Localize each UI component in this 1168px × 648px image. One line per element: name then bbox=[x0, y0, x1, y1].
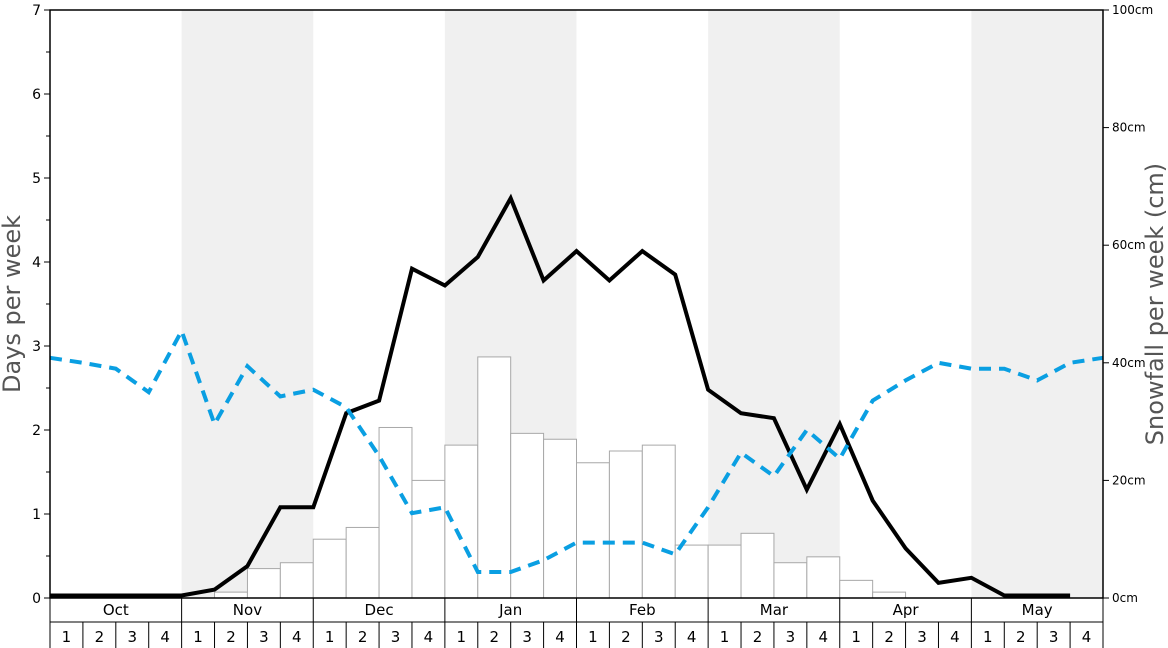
month-label: Nov bbox=[233, 601, 262, 619]
month-label: Mar bbox=[760, 601, 789, 619]
snowfall-bar bbox=[444, 444, 479, 599]
week-label: 3 bbox=[127, 628, 137, 646]
snowfall-bar bbox=[279, 562, 314, 599]
week-label: 3 bbox=[654, 628, 664, 646]
week-label: 1 bbox=[720, 628, 730, 646]
snowfall-bar bbox=[378, 426, 413, 599]
left-tick-label: 7 bbox=[32, 3, 41, 19]
week-label: 4 bbox=[950, 628, 960, 646]
week-label: 4 bbox=[160, 628, 170, 646]
month-label: Feb bbox=[629, 601, 656, 619]
month-band-nov bbox=[181, 10, 314, 598]
left-tick-label: 3 bbox=[32, 339, 41, 355]
month-label: Oct bbox=[103, 601, 129, 619]
month-label: Jan bbox=[498, 601, 522, 619]
snowfall-bar bbox=[543, 438, 577, 599]
snowfall-bar bbox=[214, 591, 248, 599]
week-label: 4 bbox=[424, 628, 434, 646]
right-tick-label: 60cm bbox=[1112, 238, 1146, 252]
right-tick-label: 20cm bbox=[1112, 473, 1146, 487]
week-label: 1 bbox=[62, 628, 72, 646]
week-label: 1 bbox=[193, 628, 203, 646]
week-label: 4 bbox=[555, 628, 565, 646]
right-tick-label: 0cm bbox=[1112, 591, 1138, 605]
month-label: Dec bbox=[365, 601, 394, 619]
left-tick-label: 4 bbox=[32, 255, 41, 271]
week-label: 1 bbox=[457, 628, 467, 646]
week-label: 2 bbox=[1016, 628, 1026, 646]
left-axis: 0 1 2 3 4 5 6 7 bbox=[32, 3, 50, 607]
right-axis-label: Snowfall per week (cm) bbox=[1141, 163, 1168, 445]
month-label: Apr bbox=[893, 601, 920, 619]
snowfall-bar bbox=[246, 568, 281, 599]
snowfall-bar bbox=[411, 479, 446, 599]
dashed-line-series bbox=[49, 325, 1104, 574]
left-tick-label: 6 bbox=[32, 87, 41, 103]
left-tick-label: 5 bbox=[32, 171, 41, 187]
snowfall-bar bbox=[641, 444, 676, 599]
snowfall-bar bbox=[608, 450, 643, 599]
week-label: 4 bbox=[1082, 628, 1092, 646]
x-axis: Oct 1 2 3 4 Nov 1 2 3 4 Dec 1 2 3 4 Jan 1 2 3 4 Feb 1 2 3 4 Mar 1 2… bbox=[49, 598, 1104, 648]
month-label: May bbox=[1022, 601, 1053, 619]
month-bands bbox=[181, 10, 1103, 598]
week-label: 3 bbox=[786, 628, 796, 646]
snowfall-bar bbox=[773, 562, 808, 599]
week-label: 1 bbox=[588, 628, 598, 646]
week-label: 2 bbox=[358, 628, 368, 646]
right-tick-label: 80cm bbox=[1112, 121, 1146, 135]
snowfall-bars bbox=[214, 356, 907, 599]
left-tick-label: 2 bbox=[32, 423, 41, 439]
day-lines bbox=[49, 193, 1104, 598]
week-label: 2 bbox=[884, 628, 894, 646]
week-label: 3 bbox=[1049, 628, 1059, 646]
right-axis: 0cm 20cm 40cm 60cm 80cm 100cm bbox=[1103, 3, 1153, 605]
week-label: 2 bbox=[226, 628, 236, 646]
week-label: 1 bbox=[983, 628, 993, 646]
snowfall-bar bbox=[806, 556, 841, 599]
snowfall-bar bbox=[740, 532, 775, 599]
week-label: 4 bbox=[292, 628, 302, 646]
week-label: 2 bbox=[489, 628, 499, 646]
week-label: 2 bbox=[95, 628, 105, 646]
left-tick-label: 1 bbox=[32, 507, 41, 523]
snowfall-bar bbox=[707, 544, 742, 599]
week-label: 4 bbox=[687, 628, 697, 646]
month-band-mar bbox=[708, 10, 840, 598]
snowfall-bar bbox=[872, 591, 907, 599]
snowfall-bar bbox=[477, 356, 512, 599]
left-axis-label: Days per week bbox=[0, 215, 26, 393]
week-label: 4 bbox=[819, 628, 829, 646]
snowfall-bar bbox=[312, 538, 347, 599]
week-label: 2 bbox=[753, 628, 763, 646]
week-label: 1 bbox=[325, 628, 335, 646]
solid-line-series bbox=[50, 193, 1071, 598]
snowfall-bar bbox=[674, 544, 709, 599]
week-label: 3 bbox=[917, 628, 927, 646]
week-label: 3 bbox=[259, 628, 269, 646]
week-label: 3 bbox=[391, 628, 401, 646]
week-label: 3 bbox=[522, 628, 532, 646]
left-tick-label: 0 bbox=[32, 591, 41, 607]
right-tick-label: 40cm bbox=[1112, 356, 1146, 370]
right-tick-label: 100cm bbox=[1112, 3, 1153, 17]
month-band-may bbox=[971, 10, 1103, 598]
week-label: 1 bbox=[851, 628, 861, 646]
snowfall-bar bbox=[510, 432, 545, 599]
snowfall-bar bbox=[345, 526, 380, 599]
snowfall-bar bbox=[839, 579, 874, 599]
week-label: 2 bbox=[621, 628, 631, 646]
snowfall-bar bbox=[576, 462, 610, 599]
